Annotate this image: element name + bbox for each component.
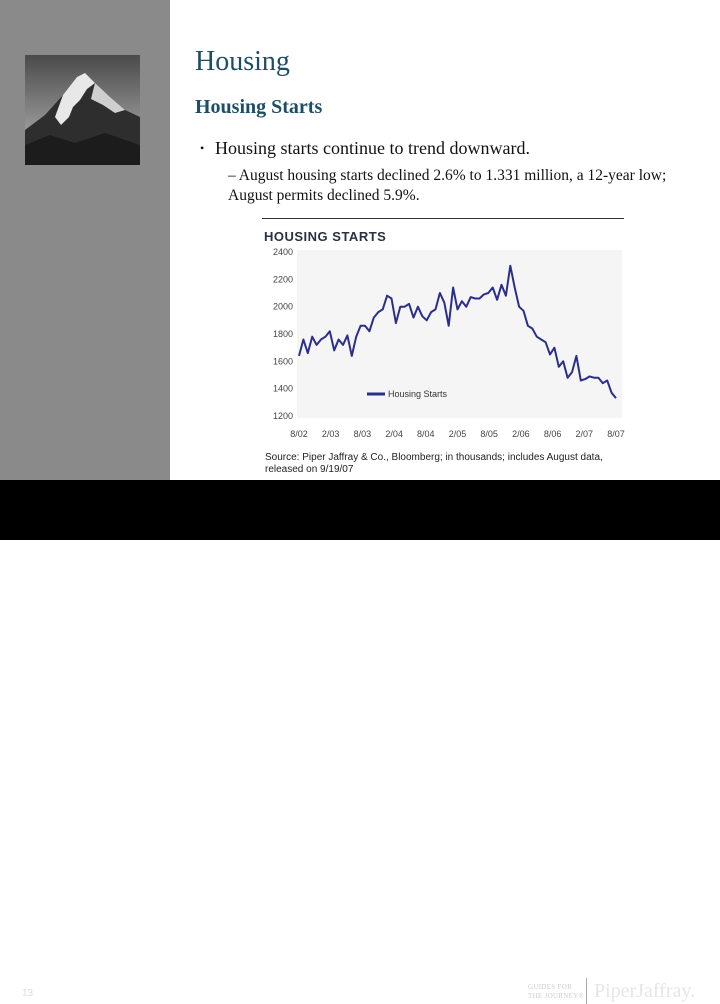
- source-note: Source: Piper Jaffray & Co., Bloomberg; …: [265, 452, 603, 475]
- x-tick-label: 8/05: [480, 429, 498, 439]
- page-number: 13: [22, 988, 34, 999]
- chart-title: HOUSING STARTS: [264, 229, 387, 244]
- guides-line-2: THE JOURNEY®: [528, 992, 585, 1000]
- x-tick-label: 2/06: [512, 429, 530, 439]
- y-tick-label: 1600: [273, 356, 293, 366]
- slide-title: Housing: [195, 46, 290, 77]
- chart-top-rule: [262, 218, 624, 219]
- x-tick-label: 8/03: [354, 429, 372, 439]
- logo-divider: [586, 978, 587, 1004]
- series-line-housing-starts: [298, 264, 617, 399]
- guides-tagline: GUIDES FOR THE JOURNEY®: [528, 983, 584, 1001]
- series-group: [298, 264, 617, 399]
- x-axis: 8/02 2/03 8/03 2/04 8/04 2/05 8/05 2/06 8/06 2/07…: [290, 429, 625, 439]
- y-tick-label: 2200: [273, 274, 293, 284]
- mountain-photo: [25, 55, 140, 165]
- x-tick-label: 2/04: [385, 429, 403, 439]
- footer-bar: 13 GUIDES FOR THE JOURNEY® PiperJaffray.: [0, 480, 720, 1004]
- x-tick-label: 2/03: [322, 429, 340, 439]
- bullet-dot-icon: •: [200, 141, 205, 155]
- y-tick-label: 1800: [273, 329, 293, 339]
- x-tick-label: 8/02: [290, 429, 308, 439]
- x-tick-label: 8/04: [417, 429, 435, 439]
- plot-area: [297, 250, 622, 418]
- chart-legend: Housing Starts: [367, 389, 448, 399]
- y-tick-label: 1400: [273, 384, 293, 394]
- legend-label: Housing Starts: [388, 389, 448, 399]
- x-tick-label: 2/07: [576, 429, 594, 439]
- y-tick-label: 2000: [273, 302, 293, 312]
- x-tick-label: 2/05: [449, 429, 467, 439]
- sidebar-panel: [0, 0, 170, 480]
- slide-subtitle: Housing Starts: [195, 96, 323, 118]
- guides-line-1: GUIDES FOR: [528, 983, 573, 991]
- piper-jaffray-logo: PiperJaffray.: [594, 980, 696, 1002]
- x-tick-label: 8/07: [607, 429, 625, 439]
- x-tick-label: 8/06: [544, 429, 562, 439]
- y-axis: 2400 2200 2000 1800 1600 1400 1200: [273, 247, 293, 421]
- y-tick-label: 1200: [273, 411, 293, 421]
- sub-bullet-text: – August housing starts declined 2.6% to…: [228, 167, 667, 204]
- y-tick-label: 2400: [273, 247, 293, 257]
- bullet-text: Housing starts continue to trend downwar…: [215, 138, 530, 158]
